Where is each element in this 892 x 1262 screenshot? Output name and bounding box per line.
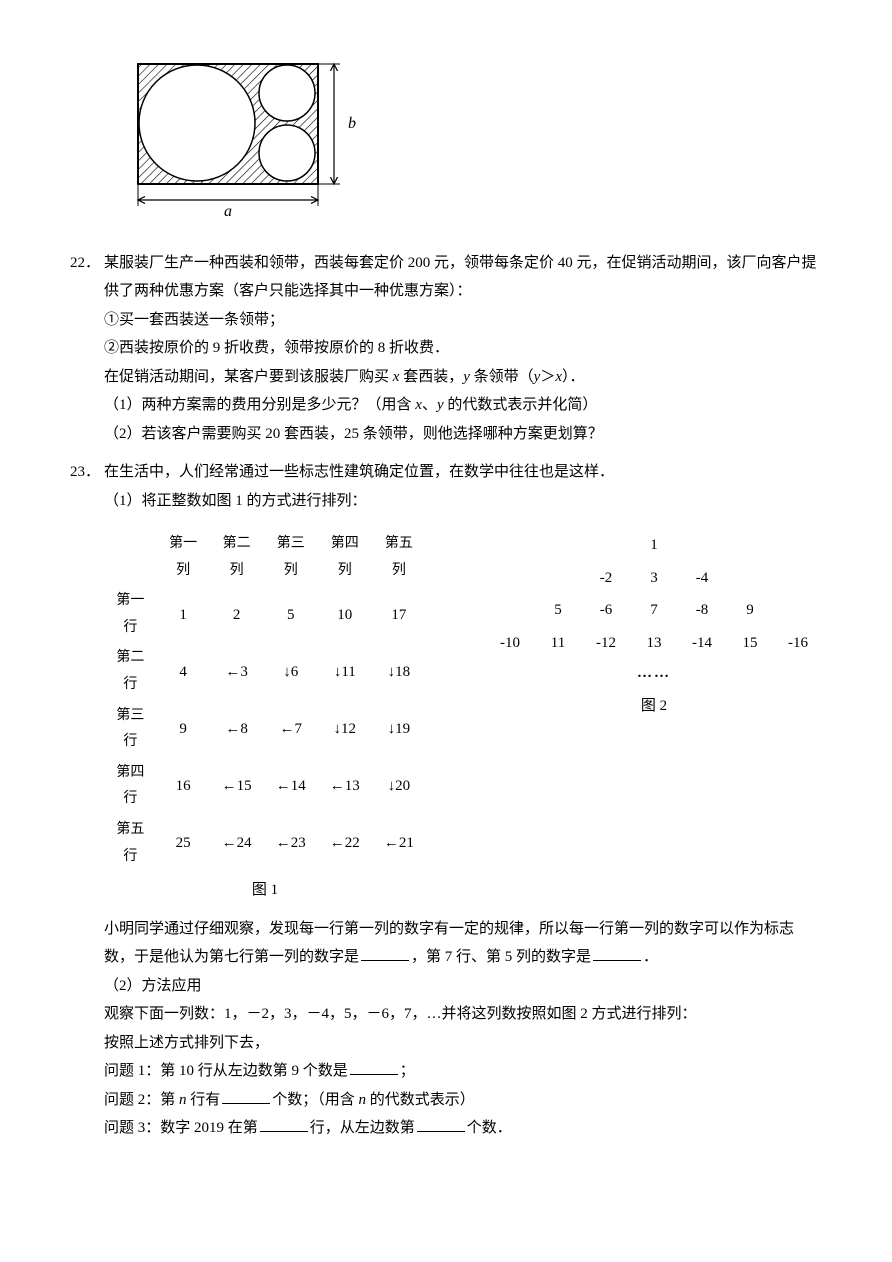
dim-b-label: b bbox=[348, 115, 356, 132]
blank-fill[interactable] bbox=[222, 1088, 270, 1104]
fig1-cell: 15 bbox=[237, 778, 252, 794]
fig2-dots: …… bbox=[486, 659, 822, 688]
fig1-cell: 12 bbox=[341, 721, 356, 737]
fig1-cell: 22 bbox=[345, 835, 360, 851]
blank-fill[interactable] bbox=[593, 945, 641, 961]
fig2-cell: -8 bbox=[678, 594, 726, 627]
fig2-cell: 9 bbox=[726, 594, 774, 627]
fig1-col4: 第四列 bbox=[318, 529, 372, 586]
fig1-row1-label: 第一行 bbox=[104, 586, 157, 643]
fig2-cell: -16 bbox=[774, 627, 822, 660]
fig1-cell: 19 bbox=[395, 721, 410, 737]
fig2-cell: 11 bbox=[534, 627, 582, 660]
fig1-col1: 第一列 bbox=[157, 529, 210, 586]
fig1-cell: 6 bbox=[291, 664, 299, 680]
fig1-col2: 第二列 bbox=[210, 529, 264, 586]
fig1-col5: 第五列 bbox=[372, 529, 426, 586]
fig1-cell: 1 bbox=[157, 586, 210, 643]
dim-a-label: a bbox=[224, 203, 232, 220]
fig2-cell: -6 bbox=[582, 594, 630, 627]
fig1-col3: 第三列 bbox=[264, 529, 318, 586]
fig1-cell: 4 bbox=[157, 643, 210, 700]
q23-text: ，第 7 行、第 5 列的数字是 bbox=[411, 949, 591, 965]
fig1-cell: 24 bbox=[237, 835, 252, 851]
fig1-cell: 11 bbox=[341, 664, 355, 680]
q23-p2-q1: 问题 1：第 10 行从左边数第 9 个数是 ； bbox=[70, 1057, 822, 1086]
fig1-cell: 13 bbox=[345, 778, 360, 794]
fig1-cell: 14 bbox=[291, 778, 306, 794]
fig1-cell: 10 bbox=[318, 586, 372, 643]
blank-fill[interactable] bbox=[417, 1116, 465, 1132]
question-22: 22． 某服装厂生产一种西装和领带，西装每套定价 200 元，领带每条定价 40… bbox=[70, 249, 822, 449]
fig2-cell: -4 bbox=[678, 562, 726, 595]
fig1-cell: 23 bbox=[291, 835, 306, 851]
fig2-cell: 15 bbox=[726, 627, 774, 660]
blank-fill[interactable] bbox=[350, 1059, 398, 1075]
fig1-cell: 2 bbox=[210, 586, 264, 643]
fig1-cell: 21 bbox=[399, 835, 414, 851]
q23-p2-title: （2）方法应用 bbox=[70, 972, 822, 1001]
blank-fill[interactable] bbox=[260, 1116, 308, 1132]
q23-text: ． bbox=[643, 949, 658, 965]
q23-p2-q2: 问题 2：第 n 行有个数；（用含 n 的代数式表示） bbox=[70, 1086, 822, 1115]
fig1-cell: 9 bbox=[157, 701, 210, 758]
fig2-cell: 3 bbox=[630, 562, 678, 595]
q23-p2-q3: 问题 3：数字 2019 在第 行，从左边数第 个数． bbox=[70, 1114, 822, 1143]
blank-fill[interactable] bbox=[361, 945, 409, 961]
fig2-cell: 5 bbox=[534, 594, 582, 627]
fig2-cell: 7 bbox=[630, 594, 678, 627]
q23-p2-line2: 按照上述方式排列下去， bbox=[70, 1029, 822, 1058]
figure-2: 1 -23-4 5-67-89 -1011-1213-1415-16 …… 图 … bbox=[486, 529, 822, 720]
q22-option1: ①买一套西装送一条领带； bbox=[70, 306, 822, 335]
q23-text: 行，从左边数第 bbox=[310, 1120, 415, 1136]
q22-stem2: 在促销活动期间，某客户要到该服装厂购买 x 套西装，y 条领带（y＞x）． bbox=[70, 363, 822, 392]
figure-row: 第一列 第二列 第三列 第四列 第五列 第一行 1251017 第二行 4←3↓… bbox=[104, 529, 822, 905]
q22-stem1: 某服装厂生产一种西装和领带，西装每套定价 200 元，领带每条定价 40 元，在… bbox=[104, 249, 822, 306]
q22-number: 22． bbox=[70, 249, 100, 306]
q21-diagram: a b bbox=[130, 50, 822, 231]
fig1-cell: 5 bbox=[264, 586, 318, 643]
fig1-row3-label: 第三行 bbox=[104, 701, 157, 758]
fig1-cell: 7 bbox=[294, 721, 302, 737]
fig2-cell: -12 bbox=[582, 627, 630, 660]
fig1-cell: 16 bbox=[157, 758, 210, 815]
fig1-cell: 18 bbox=[395, 664, 410, 680]
q23-stem: 在生活中，人们经常通过一些标志性建筑确定位置，在数学中往往也是这样． bbox=[104, 458, 822, 487]
fig1-row4-label: 第四行 bbox=[104, 758, 157, 815]
q23-text: 个数． bbox=[467, 1120, 512, 1136]
fig2-cell: -14 bbox=[678, 627, 726, 660]
q23-text: ； bbox=[400, 1063, 415, 1079]
q23-p1-intro: （1）将正整数如图 1 的方式进行排列： bbox=[70, 487, 822, 516]
fig2-cell: 13 bbox=[630, 627, 678, 660]
q22-part2: （2）若该客户需要购买 20 套西装，25 条领带，则他选择哪种方案更划算？ bbox=[70, 420, 822, 449]
fig1-row5-label: 第五行 bbox=[104, 815, 157, 872]
fig1-cell: 25 bbox=[157, 815, 210, 872]
fig2-cell: 1 bbox=[630, 529, 678, 562]
question-23: 23． 在生活中，人们经常通过一些标志性建筑确定位置，在数学中往往也是这样． （… bbox=[70, 458, 822, 1143]
fig1-row2-label: 第二行 bbox=[104, 643, 157, 700]
figure-1: 第一列 第二列 第三列 第四列 第五列 第一行 1251017 第二行 4←3↓… bbox=[104, 529, 426, 905]
q23-p2-line1: 观察下面一列数：1，－2，3，－4，5，－6，7，…并将这列数按照如图 2 方式… bbox=[70, 1000, 822, 1029]
q22-option2: ②西装按原价的 9 折收费，领带按原价的 8 折收费． bbox=[70, 334, 822, 363]
fig1-cell: 8 bbox=[240, 721, 248, 737]
fig2-cell: -10 bbox=[486, 627, 534, 660]
fig1-cell: 17 bbox=[372, 586, 426, 643]
q22-part1: （1）两种方案需的费用分别是多少元？（用含 x、y 的代数式表示并化简） bbox=[70, 391, 822, 420]
q23-number: 23． bbox=[70, 458, 100, 487]
fig1-caption: 图 1 bbox=[104, 876, 426, 905]
fig1-cell: 20 bbox=[395, 778, 410, 794]
fig2-caption: 图 2 bbox=[486, 692, 822, 721]
q23-p1-after: 小明同学通过仔细观察，发现每一行第一列的数字有一定的规律，所以每一行第一列的数字… bbox=[70, 915, 822, 972]
q23-text: 问题 3：数字 2019 在第 bbox=[104, 1120, 258, 1136]
fig2-cell: -2 bbox=[582, 562, 630, 595]
q23-text: 问题 1：第 10 行从左边数第 9 个数是 bbox=[104, 1063, 348, 1079]
fig1-cell: 3 bbox=[240, 664, 248, 680]
